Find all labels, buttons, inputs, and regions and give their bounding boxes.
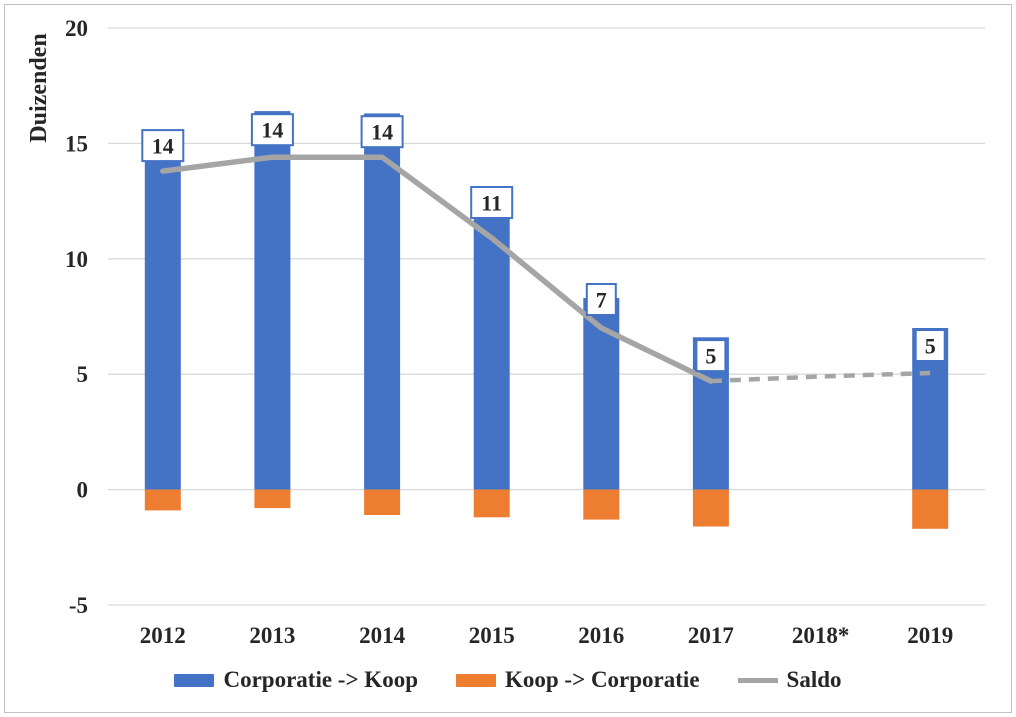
bar-corporatie-koop bbox=[254, 111, 291, 490]
legend-item-koop-corporatie: Koop -> Corporatie bbox=[456, 667, 700, 693]
data-label-box bbox=[914, 329, 946, 362]
y-axis-tick-label: 0 bbox=[77, 478, 89, 503]
data-label-value: 14 bbox=[261, 118, 283, 143]
bar-koop-corporatie bbox=[144, 489, 181, 511]
x-axis-tick-label: 2012 bbox=[140, 623, 186, 648]
bar-koop-corporatie bbox=[254, 489, 291, 509]
legend-label-saldo: Saldo bbox=[786, 667, 842, 692]
legend-swatch-gray-line-icon bbox=[737, 677, 778, 683]
chart-legend: Corporatie -> Koop Koop -> Corporatie Sa… bbox=[0, 663, 1016, 697]
x-axis-tick-label: 2018* bbox=[792, 623, 850, 648]
bar-koop-corporatie bbox=[692, 489, 729, 527]
data-label-value: 5 bbox=[925, 334, 936, 359]
data-label-box bbox=[141, 129, 185, 163]
data-label-box bbox=[360, 115, 404, 149]
y-axis-tick-label: 5 bbox=[77, 362, 89, 387]
data-label-value: 14 bbox=[152, 134, 174, 159]
data-label-box bbox=[695, 339, 727, 373]
data-label-value: 14 bbox=[371, 120, 393, 145]
x-axis-tick-label: 2016 bbox=[578, 623, 624, 648]
data-label-box bbox=[585, 283, 617, 316]
bar-koop-corporatie bbox=[473, 489, 510, 518]
data-label-box bbox=[250, 113, 294, 147]
bar-koop-corporatie bbox=[364, 489, 401, 515]
legend-label-corporatie-koop: Corporatie -> Koop bbox=[223, 667, 418, 692]
y-axis-tick-label: -5 bbox=[69, 593, 88, 618]
bar-corporatie-koop bbox=[144, 129, 181, 490]
legend-swatch-blue-bar-icon bbox=[174, 673, 215, 687]
saldo-line-solid bbox=[160, 154, 714, 384]
y-axis-tick-label: 15 bbox=[65, 131, 88, 156]
x-axis-tick-label: 2014 bbox=[359, 623, 406, 648]
bar-corporatie-koop bbox=[364, 113, 401, 490]
legend-swatch-orange-bar-icon bbox=[456, 673, 496, 687]
data-label-value: 7 bbox=[596, 288, 607, 313]
y-axis-title: Duizenden bbox=[26, 33, 52, 142]
bar-koop-corporatie bbox=[912, 489, 949, 529]
x-axis-tick-label: 2013 bbox=[249, 623, 295, 648]
data-label-value: 11 bbox=[481, 191, 502, 216]
legend-label-koop-corporatie: Koop -> Corporatie bbox=[505, 667, 700, 692]
data-label-box bbox=[470, 186, 514, 219]
x-axis-tick-label: 2019 bbox=[907, 623, 953, 648]
x-axis-tick-label: 2017 bbox=[688, 623, 734, 648]
legend-item-saldo: Saldo bbox=[737, 667, 842, 693]
x-axis-tick-label: 2015 bbox=[469, 623, 515, 648]
legend-item-corporatie-koop: Corporatie -> Koop bbox=[174, 667, 418, 693]
bar-koop-corporatie bbox=[583, 489, 620, 520]
bar-corporatie-koop bbox=[473, 217, 510, 490]
y-axis-tick-label: 10 bbox=[65, 247, 88, 272]
y-axis-tick-label: 20 bbox=[65, 16, 88, 41]
data-label-value: 5 bbox=[705, 344, 716, 369]
